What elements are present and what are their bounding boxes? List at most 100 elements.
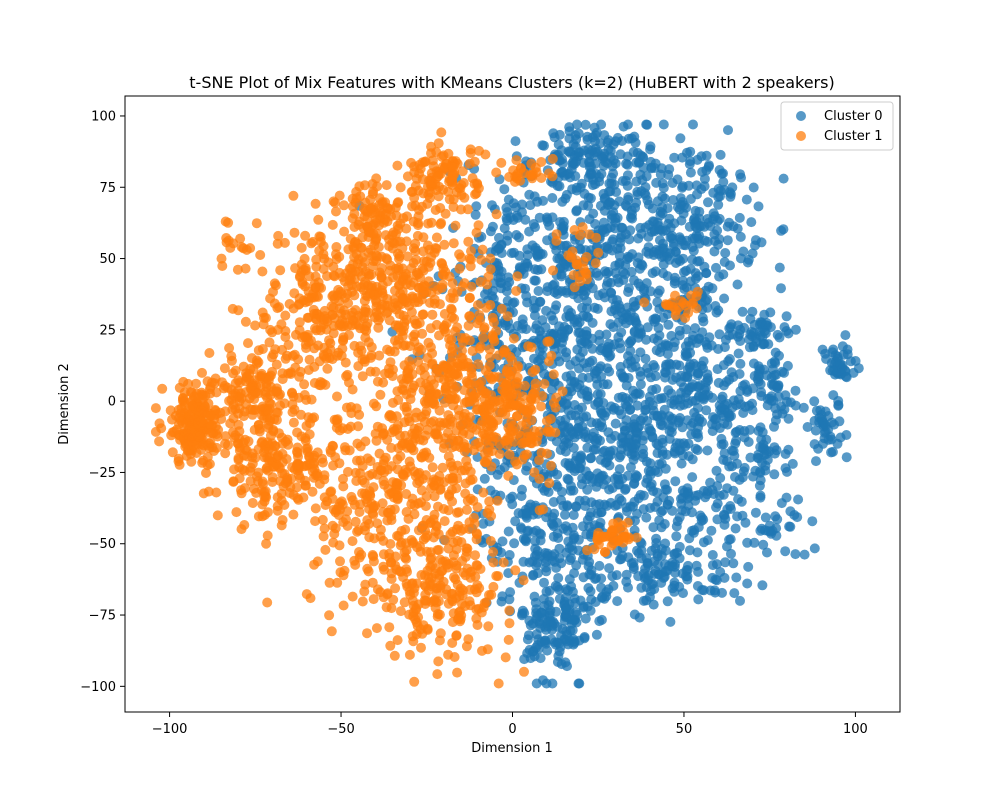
data-point [714, 329, 725, 340]
data-point [347, 384, 358, 395]
data-point [754, 371, 764, 382]
data-point [326, 486, 337, 497]
data-point [276, 319, 287, 330]
data-point [743, 254, 754, 265]
data-point [628, 564, 639, 574]
data-point [793, 494, 804, 505]
data-point [582, 484, 593, 495]
data-point [454, 263, 465, 274]
data-point [240, 263, 251, 274]
data-point [346, 320, 357, 331]
data-point [376, 263, 387, 274]
data-point [654, 515, 665, 526]
data-point [546, 460, 556, 471]
data-point [487, 330, 498, 341]
data-point [538, 504, 548, 515]
data-point [270, 344, 281, 355]
data-point [548, 265, 558, 276]
x-axis-label: Dimension 1 [471, 741, 553, 756]
data-point [503, 634, 514, 645]
data-point [399, 317, 410, 328]
data-point [711, 262, 721, 273]
data-point [821, 354, 832, 364]
data-point [296, 242, 307, 253]
data-point [623, 287, 634, 297]
data-point [451, 544, 462, 555]
data-point [470, 209, 481, 220]
data-point [813, 443, 824, 454]
data-point [735, 358, 746, 369]
data-point [417, 201, 427, 212]
data-point [334, 540, 345, 551]
data-point [288, 509, 299, 520]
data-point [603, 186, 614, 197]
data-point [837, 341, 848, 352]
data-point [419, 362, 430, 373]
data-point [466, 566, 477, 577]
data-point [228, 476, 239, 487]
data-point [651, 533, 662, 544]
data-point [395, 430, 405, 441]
data-point [632, 471, 643, 482]
data-point [790, 549, 801, 560]
data-point [319, 351, 330, 362]
data-point [422, 624, 433, 635]
data-point [410, 238, 421, 249]
legend-marker-cluster-0 [796, 111, 806, 121]
data-point [381, 602, 392, 613]
data-point [560, 446, 571, 457]
data-point [658, 268, 669, 279]
data-point [530, 222, 540, 233]
data-point [792, 512, 803, 523]
data-point [668, 238, 679, 249]
data-point [802, 422, 813, 432]
data-point [652, 559, 663, 570]
data-point [386, 557, 396, 568]
data-point [668, 195, 679, 205]
data-point [520, 214, 531, 225]
data-point [785, 521, 796, 532]
data-point [395, 606, 406, 617]
data-point [504, 605, 515, 616]
data-point [742, 537, 753, 548]
data-point [780, 546, 791, 557]
data-point [574, 363, 584, 374]
data-point [683, 560, 693, 571]
data-point [592, 535, 603, 546]
data-point [629, 327, 640, 338]
data-point [205, 410, 216, 421]
data-point [671, 521, 682, 532]
data-point [594, 472, 605, 483]
data-point [497, 591, 508, 602]
data-point [508, 425, 519, 436]
data-point [368, 186, 379, 197]
data-point [471, 587, 482, 598]
data-point [755, 467, 766, 478]
data-point [393, 395, 404, 405]
data-point [289, 288, 300, 299]
data-point [454, 591, 465, 601]
data-point [718, 168, 728, 179]
data-point [574, 317, 585, 328]
data-point [571, 560, 582, 571]
data-point [479, 457, 490, 467]
data-point [204, 348, 215, 358]
data-point [439, 239, 450, 250]
data-point [605, 152, 616, 163]
data-point [778, 173, 789, 184]
data-point [682, 574, 693, 585]
data-point [288, 490, 299, 500]
data-point [734, 212, 745, 223]
data-point [499, 184, 510, 195]
data-point [693, 522, 704, 533]
data-point [174, 412, 185, 423]
data-point [261, 538, 272, 549]
data-point [318, 531, 329, 542]
data-point [756, 237, 767, 248]
data-point [485, 264, 496, 275]
data-point [542, 286, 553, 297]
data-point [565, 462, 576, 473]
data-point [663, 340, 673, 351]
data-point [581, 411, 592, 422]
data-point [507, 499, 518, 510]
